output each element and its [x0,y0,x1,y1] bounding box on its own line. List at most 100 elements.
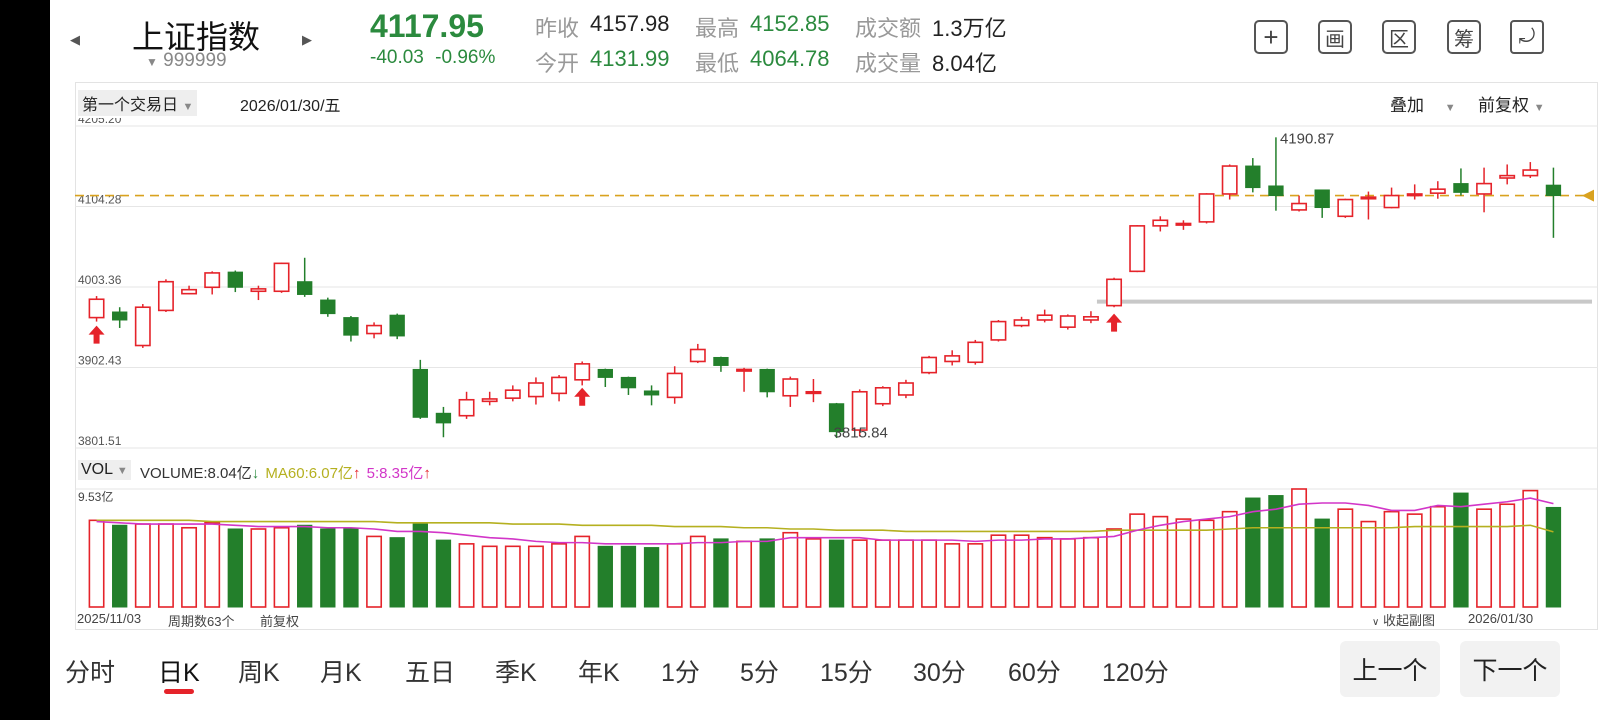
volume-bar-down [713,538,729,608]
draw-icon[interactable]: 画 [1318,20,1352,54]
period-count-label: 周期数63个 [168,614,235,629]
volume-bar-up [1175,518,1192,608]
buy-signal-arrow-icon [574,387,591,406]
buy-signal-arrow-icon [1106,313,1123,332]
candle-up [736,368,753,372]
volume-value: 8.04亿 [932,51,997,76]
rotate-icon[interactable]: ⤾ [1510,20,1544,54]
candle-up [782,378,799,397]
volume-bar-up [273,526,290,608]
collapse-subchart-button[interactable]: ∨ 收起副图 [1372,610,1435,629]
prev-stock-arrow[interactable]: ◀ [70,32,80,47]
volume-label: 成交量 [855,51,922,76]
price-change: -40.03 -0.96% [370,47,495,69]
volume-bar-down [320,528,336,608]
price-tick-label: 3801.51 [78,434,122,448]
volume-bar-up [666,543,683,608]
adjust-footer-label: 前复权 [260,614,300,629]
prev-close-label: 昨收 [535,16,580,41]
dropdown-caret-icon: ▼ [182,101,194,113]
candle-up [458,398,475,417]
volume-bar-up [990,534,1007,608]
volume-bar-up [1291,488,1308,608]
change-percent: -0.96% [435,47,496,68]
overlay-label: 叠加 [1390,96,1424,115]
kline-chart[interactable]: 4205.20 4104.28 4003.36 3902.43 3801.51 4190.… [75,118,1598,458]
ma60-up-arrow-icon: ↑ [352,465,361,482]
candle-up [1036,314,1053,321]
candle-down [759,368,775,393]
tab-monthly-k[interactable]: 月K [320,659,362,687]
adjust-dropdown[interactable]: 前复权 ▼ [1478,91,1545,116]
candle-down [389,314,405,337]
ma5-line [96,497,1554,545]
current-price: 4117.95 [370,8,484,44]
tab-120min[interactable]: 120分 [1102,659,1169,687]
stock-title: 上证指数 [132,19,261,55]
candle-down [343,317,359,336]
tab-15min[interactable]: 15分 [820,659,873,687]
volume-chart[interactable] [75,485,1598,609]
volume-bar-down [759,538,775,608]
next-stock-arrow[interactable]: ▶ [302,32,312,47]
chips-icon[interactable]: 筹 [1447,20,1481,54]
tab-weekly-k[interactable]: 周K [238,659,280,687]
volume-bar-up [1337,508,1354,608]
volume-bar-up [88,519,105,608]
indicator-caret-icon: ▼ [116,465,128,477]
adjust-caret-icon: ▼ [1533,102,1545,114]
candle-up [944,355,961,363]
price-tick-label: 3902.43 [78,354,122,368]
candle-up [689,348,706,363]
range-icon[interactable]: 区 [1382,20,1416,54]
buy-signal-arrow-icon [88,325,105,344]
low-value: 4064.78 [750,46,830,71]
candle-up [1337,198,1354,218]
overlay-dropdown[interactable]: 叠加 ▼ [1390,91,1456,116]
tab-yearly-k[interactable]: 年K [578,659,620,687]
volume-bar-up [366,535,383,608]
tab-fenshi[interactable]: 分时 [65,659,116,687]
prev-stock-button[interactable]: 上一个 [1340,641,1440,697]
volume-bar-up [574,535,591,608]
price-tick-label: 4104.28 [78,192,122,206]
volume-bar-down [1245,497,1261,608]
tab-quarterly-k[interactable]: 季K [495,659,537,687]
candle-down [597,368,613,378]
tab-1min[interactable]: 1分 [661,659,700,687]
candle-up [551,376,568,395]
volume-bar-up [527,545,544,608]
code-caret-icon: ▼ [146,55,158,69]
candle-up [851,390,868,431]
tab-daily-k[interactable]: 日K [158,659,200,687]
tab-60min[interactable]: 60分 [1008,659,1061,687]
candle-up [1221,165,1238,195]
candle-down [1245,165,1261,189]
amount-value: 1.3万亿 [932,16,1007,41]
volume-bar-up [1082,536,1099,608]
volume-bar-down [1268,495,1284,608]
indicator-dropdown[interactable]: VOL ▼ [78,460,131,480]
app-root: ◀ 上证指数 ▼ 999999 ▶ 4117.95 -40.03 -0.96% … [50,0,1600,720]
first-trading-day-dropdown[interactable]: 第一个交易日 ▼ [78,90,198,116]
volume-bar-up [1059,538,1076,608]
candle-down [620,376,637,389]
volume-bar-up [851,539,868,608]
active-tab-indicator [164,689,194,694]
next-stock-button[interactable]: 下一个 [1460,641,1560,697]
stock-code-row[interactable]: ▼ 999999 [146,50,227,72]
volume-bar-up [1383,510,1400,608]
volume-bar-up [1152,515,1169,608]
candle-up [574,363,591,381]
tab-30min[interactable]: 30分 [913,659,966,687]
volume-bar-down [620,545,637,608]
add-icon[interactable]: + [1254,20,1288,54]
candle-up [921,356,938,374]
candle-down [828,403,845,433]
volume-bar-down [343,528,359,608]
tab-5min[interactable]: 5分 [740,659,779,687]
candle-up [1198,193,1215,223]
tab-five-day[interactable]: 五日 [405,659,456,687]
candle-up [88,298,105,319]
stock-code: 999999 [163,50,227,71]
